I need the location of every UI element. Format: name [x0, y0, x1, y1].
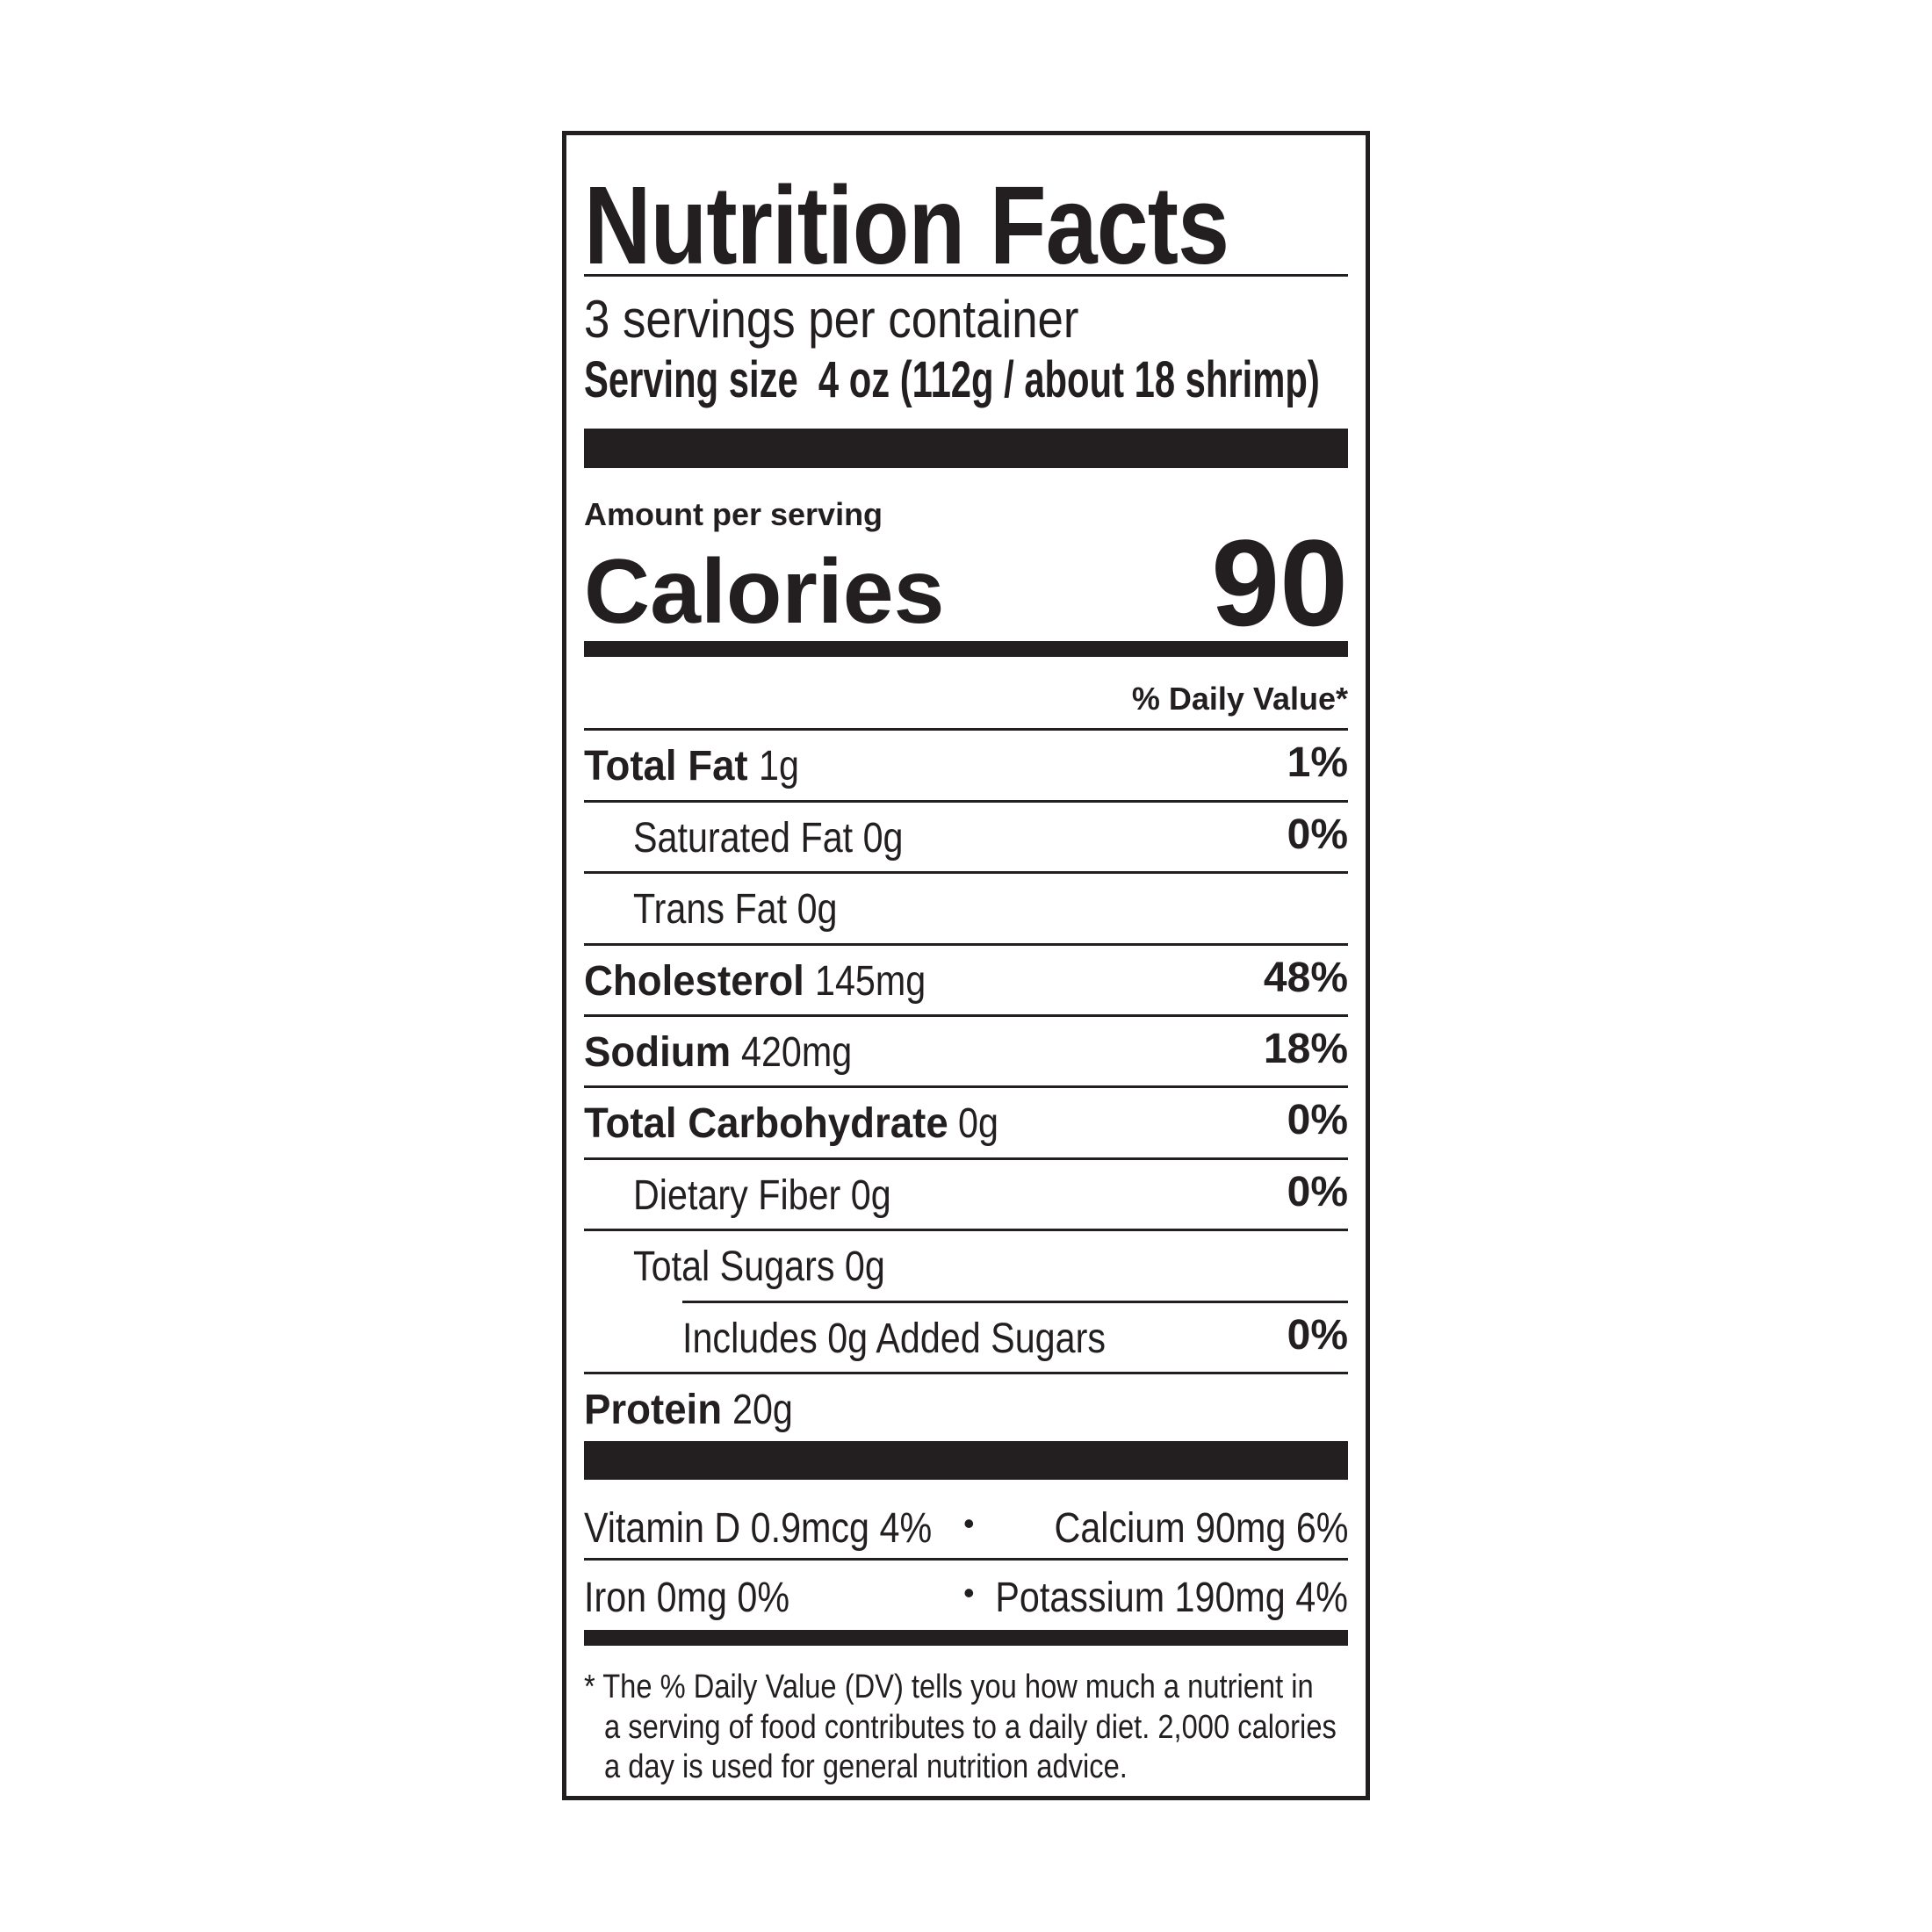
potassium: Potassium 190mg 4%	[995, 1575, 1348, 1621]
nutrient-row: Total Sugars 0g	[633, 1246, 895, 1288]
nutrient-name: Total Sugars 0g	[633, 1244, 885, 1290]
divider	[584, 871, 1348, 874]
nutrient-name: Trans Fat 0g	[633, 886, 838, 933]
divider	[584, 728, 1348, 731]
daily-value-percent: 0%	[1287, 1097, 1348, 1143]
servings-per-container: 3 servings per container	[584, 290, 1079, 349]
daily-value-percent: 0%	[1287, 1169, 1348, 1215]
vitamin-d: Vitamin D 0.9mcg 4%	[584, 1505, 933, 1552]
medium-divider	[584, 641, 1348, 657]
calories-value: 90	[1211, 514, 1348, 652]
nutrition-facts-label: Nutrition Facts 3 servings per container…	[562, 131, 1370, 1800]
nutrient-name: Saturated Fat 0g	[633, 815, 904, 861]
nutrient-name: Total Fat	[584, 743, 748, 789]
title: Nutrition Facts	[584, 163, 1229, 287]
daily-value-percent: 48%	[1263, 955, 1348, 1001]
bullet: •	[963, 1575, 975, 1611]
medium-divider	[584, 1630, 1348, 1646]
iron: Iron 0mg 0%	[584, 1575, 790, 1621]
serving-size-value: 4 oz (112g / about 18 shrimp)	[818, 351, 1320, 408]
nutrient-name: Total Carbohydrate	[584, 1100, 948, 1147]
divider	[584, 1085, 1348, 1088]
serving-size: Serving size 4 oz (112g / about 18 shrim…	[584, 355, 1320, 406]
nutrient-name: Protein	[584, 1387, 723, 1433]
nutrient-row: Total Carbohydrate 0g	[584, 1103, 1006, 1145]
thick-divider	[584, 429, 1348, 468]
nutrient-name: Sodium	[584, 1029, 732, 1076]
divider	[584, 1157, 1348, 1160]
nutrient-row: Includes 0g Added Sugars	[682, 1318, 1116, 1360]
thick-divider	[584, 1441, 1348, 1480]
divider	[584, 1558, 1348, 1561]
calories-label: Calories	[584, 541, 945, 643]
nutrient-amount: 420mg	[741, 1029, 853, 1076]
daily-value-percent: 0%	[1287, 811, 1348, 858]
calcium: Calcium 90mg 6%	[1054, 1505, 1348, 1552]
daily-value-header: % Daily Value*	[1131, 681, 1348, 717]
nutrient-amount: 20g	[732, 1387, 794, 1433]
nutrient-name: Cholesterol	[584, 958, 804, 1005]
nutrient-name: Includes 0g Added Sugars	[682, 1316, 1106, 1362]
daily-value-percent: 1%	[1287, 739, 1348, 786]
divider	[584, 1229, 1348, 1231]
footnote-line-1: * The % Daily Value (DV) tells you how m…	[584, 1669, 1314, 1705]
nutrient-row: Protein 20g	[584, 1389, 804, 1431]
nutrient-amount: 145mg	[814, 958, 926, 1005]
nutrient-row: Total Fat 1g	[584, 746, 805, 788]
divider	[584, 1372, 1348, 1374]
daily-value-percent: 0%	[1287, 1312, 1348, 1359]
serving-size-label: Serving size	[584, 351, 798, 408]
divider	[682, 1301, 1348, 1303]
nutrient-row: Cholesterol 145mg	[584, 961, 944, 1003]
daily-value-percent: 18%	[1263, 1026, 1348, 1072]
nutrient-row: Saturated Fat 0g	[633, 818, 913, 860]
nutrient-row: Dietary Fiber 0g	[633, 1175, 902, 1217]
divider	[584, 274, 1348, 277]
footnote-line-2: a serving of food contributes to a daily…	[604, 1709, 1337, 1746]
amount-per-serving: Amount per serving	[584, 496, 883, 532]
nutrient-row: Sodium 420mg	[584, 1032, 870, 1074]
nutrient-amount: 0g	[958, 1100, 999, 1147]
bullet: •	[963, 1505, 975, 1541]
divider	[584, 1014, 1348, 1017]
divider	[584, 800, 1348, 803]
divider	[584, 943, 1348, 946]
nutrient-amount: 1g	[759, 743, 799, 789]
footnote-line-3: a day is used for general nutrition advi…	[604, 1748, 1128, 1785]
nutrient-row: Trans Fat 0g	[633, 889, 848, 931]
nutrient-name: Dietary Fiber 0g	[633, 1172, 891, 1219]
